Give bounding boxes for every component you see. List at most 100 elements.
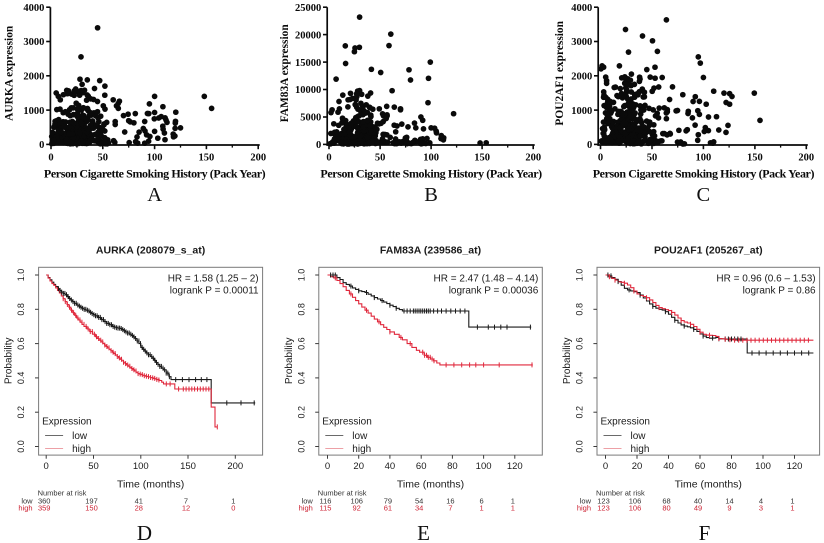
svg-text:61: 61	[384, 503, 392, 512]
svg-text:1: 1	[480, 503, 484, 512]
svg-text:120: 120	[787, 461, 803, 472]
svg-text:0: 0	[598, 153, 603, 164]
svg-text:1: 1	[511, 496, 515, 505]
svg-text:0: 0	[325, 461, 330, 472]
svg-text:HR = 1.58 (1.25 – 2): HR = 1.58 (1.25 – 2)	[168, 274, 259, 285]
svg-text:high: high	[577, 503, 591, 512]
svg-text:3: 3	[759, 503, 763, 512]
svg-text:92: 92	[353, 503, 361, 512]
svg-text:106: 106	[350, 496, 363, 505]
svg-text:0: 0	[48, 153, 53, 164]
svg-text:100: 100	[147, 153, 163, 164]
svg-text:150: 150	[85, 503, 98, 512]
svg-text:low: low	[580, 496, 592, 505]
svg-text:Probability: Probability	[4, 337, 15, 384]
svg-text:0.4: 0.4	[16, 372, 26, 385]
svg-text:0.2: 0.2	[575, 406, 585, 419]
svg-text:FAM83A expression: FAM83A expression	[279, 24, 291, 123]
svg-text:Number at risk: Number at risk	[38, 489, 87, 498]
svg-text:0.8: 0.8	[16, 303, 26, 316]
svg-text:1.0: 1.0	[575, 269, 585, 282]
svg-text:100: 100	[476, 461, 492, 472]
svg-text:50: 50	[375, 153, 386, 164]
svg-text:AURKA expression: AURKA expression	[4, 25, 16, 121]
svg-text:68: 68	[662, 496, 670, 505]
svg-text:15000: 15000	[295, 58, 321, 69]
svg-text:1: 1	[790, 496, 794, 505]
svg-text:100: 100	[755, 461, 771, 472]
svg-text:116: 116	[320, 496, 332, 505]
svg-text:123: 123	[597, 503, 610, 512]
svg-text:0: 0	[603, 461, 608, 472]
svg-text:Expression: Expression	[322, 417, 371, 428]
svg-text:150: 150	[474, 153, 490, 164]
svg-text:Time (months): Time (months)	[397, 479, 464, 491]
svg-text:7: 7	[184, 496, 188, 505]
svg-text:120: 120	[507, 461, 523, 472]
svg-text:Number at risk: Number at risk	[596, 489, 645, 498]
svg-text:106: 106	[629, 496, 642, 505]
svg-text:200: 200	[798, 153, 814, 164]
svg-text:0: 0	[326, 153, 331, 164]
svg-text:D: D	[137, 521, 152, 543]
svg-text:80: 80	[447, 461, 458, 472]
svg-text:low: low	[72, 431, 88, 442]
svg-text:2000: 2000	[23, 72, 44, 83]
svg-text:0: 0	[316, 140, 321, 151]
svg-text:high: high	[352, 444, 371, 455]
svg-text:10000: 10000	[295, 85, 321, 96]
svg-text:0.2: 0.2	[296, 406, 306, 419]
svg-text:low: low	[352, 431, 368, 442]
svg-text:Number at risk: Number at risk	[318, 489, 367, 498]
svg-text:high: high	[72, 444, 91, 455]
svg-text:Person Cigarette Smoking Histo: Person Cigarette Smoking History (Pack Y…	[593, 167, 815, 181]
svg-text:0: 0	[587, 140, 592, 151]
svg-text:20: 20	[353, 461, 364, 472]
svg-text:4000: 4000	[23, 3, 44, 14]
svg-text:50: 50	[98, 153, 109, 164]
svg-text:54: 54	[415, 496, 423, 505]
svg-text:logrank P = 0.00011: logrank P = 0.00011	[170, 286, 259, 297]
svg-text:0.6: 0.6	[575, 337, 585, 350]
svg-text:0.6: 0.6	[16, 337, 26, 350]
svg-text:1: 1	[790, 503, 794, 512]
svg-text:60: 60	[416, 461, 427, 472]
svg-text:Person Cigarette Smoking Histo: Person Cigarette Smoking History (Pack Y…	[44, 167, 266, 181]
svg-text:logrank P = 0.00036: logrank P = 0.00036	[449, 286, 539, 297]
svg-text:POU2AF1 (205267_at): POU2AF1 (205267_at)	[654, 245, 763, 257]
svg-text:high: high	[18, 503, 32, 512]
svg-text:0.4: 0.4	[575, 372, 585, 385]
svg-text:60: 60	[695, 461, 706, 472]
svg-text:Probability: Probability	[284, 337, 295, 384]
svg-text:80: 80	[662, 503, 670, 512]
svg-text:150: 150	[180, 461, 196, 472]
svg-text:AURKA (208079_s_at): AURKA (208079_s_at)	[96, 245, 205, 257]
svg-text:B: B	[424, 184, 438, 206]
svg-text:5000: 5000	[300, 113, 321, 124]
svg-text:Expression: Expression	[42, 417, 91, 428]
svg-text:0.0: 0.0	[575, 440, 585, 453]
svg-text:28: 28	[135, 503, 143, 512]
svg-text:A: A	[147, 184, 162, 206]
svg-text:E: E	[417, 521, 430, 543]
svg-text:Person Cigarette Smoking Histo: Person Cigarette Smoking History (Pack Y…	[320, 167, 542, 181]
svg-text:0.4: 0.4	[296, 372, 306, 385]
svg-text:1: 1	[511, 503, 515, 512]
svg-text:FAM83A (239586_at): FAM83A (239586_at)	[380, 245, 481, 257]
svg-text:0.0: 0.0	[296, 440, 306, 453]
svg-text:Time (months): Time (months)	[675, 479, 742, 491]
svg-text:50: 50	[88, 461, 99, 472]
svg-text:100: 100	[696, 153, 712, 164]
svg-text:49: 49	[694, 503, 702, 512]
svg-text:1.0: 1.0	[296, 269, 306, 282]
svg-text:3000: 3000	[571, 37, 592, 48]
svg-text:1.0: 1.0	[16, 269, 26, 282]
svg-text:16: 16	[446, 496, 454, 505]
svg-text:C: C	[697, 184, 711, 206]
svg-text:1000: 1000	[23, 106, 44, 117]
svg-text:123: 123	[597, 496, 610, 505]
svg-text:0.2: 0.2	[16, 406, 26, 419]
svg-text:HR = 0.96 (0.6 – 1.53): HR = 0.96 (0.6 – 1.53)	[716, 274, 815, 285]
svg-text:0.0: 0.0	[16, 440, 26, 453]
svg-text:50: 50	[647, 153, 658, 164]
